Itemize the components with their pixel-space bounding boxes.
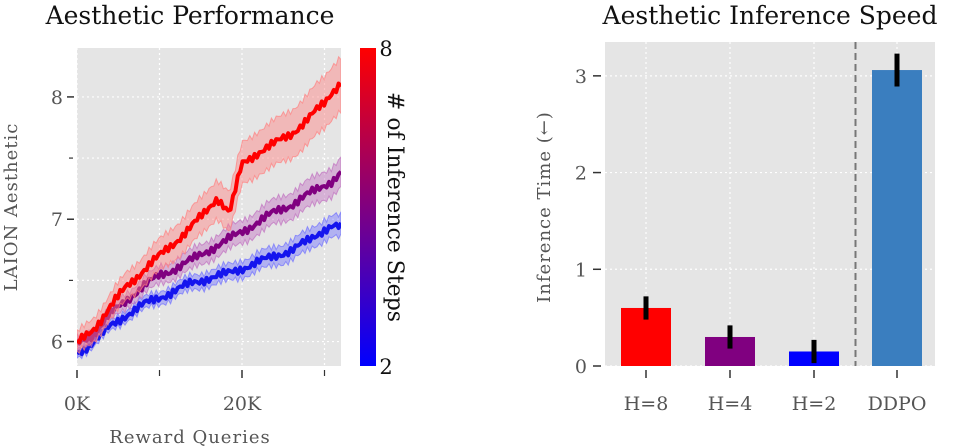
series-band-h-2	[77, 211, 341, 360]
left-x-ticks: 0K 20K	[64, 370, 326, 415]
right-chart-title: Aesthetic Inference Speed	[602, 1, 938, 30]
right-x-ticks: H=8 H=4 H=2 DDPO	[624, 370, 927, 415]
colorbar	[360, 48, 376, 366]
right-x-tick-label: H=8	[624, 393, 669, 415]
right-y-ticks: 0 1 2 3	[575, 66, 601, 378]
left-series-group	[77, 55, 341, 360]
left-x-tick-label: 0K	[64, 393, 91, 415]
left-x-axis-label: Reward Queries	[109, 427, 270, 448]
left-y-tick-label: 8	[51, 87, 63, 109]
left-y-tick-label: 7	[51, 209, 63, 231]
colorbar-label: # of Inference Steps	[382, 92, 407, 322]
colorbar-max-label: 8	[379, 37, 392, 61]
right-y-tick-label: 1	[575, 259, 587, 281]
series-line-h-2	[77, 221, 341, 357]
left-chart: Aesthetic Performance 6 7 8 0K 20K Reward Q…	[1, 1, 407, 448]
left-x-tick-label: 20K	[223, 393, 262, 415]
right-y-tick-label: 2	[575, 163, 587, 185]
left-y-axis-label: LAION Aesthetic	[1, 123, 22, 292]
left-chart-title: Aesthetic Performance	[45, 1, 335, 30]
right-y-tick-label: 3	[575, 66, 587, 88]
right-y-axis-label: Inference Time (←)	[534, 111, 555, 303]
series-line-h-8	[77, 81, 341, 345]
right-x-tick-label: H=4	[708, 393, 753, 415]
right-chart: Aesthetic Inference Speed 0 1 2 3 H=8 H=4 H=2…	[534, 1, 937, 415]
right-x-tick-label: H=2	[792, 393, 837, 415]
right-x-tick-label: DDPO	[868, 393, 927, 415]
colorbar-min-label: 2	[379, 355, 392, 379]
left-y-tick-label: 6	[51, 332, 63, 354]
right-y-tick-label: 0	[575, 356, 587, 378]
right-bars-group	[621, 42, 922, 366]
bar-ddpo	[872, 70, 922, 366]
left-y-ticks: 6 7 8	[51, 87, 74, 354]
